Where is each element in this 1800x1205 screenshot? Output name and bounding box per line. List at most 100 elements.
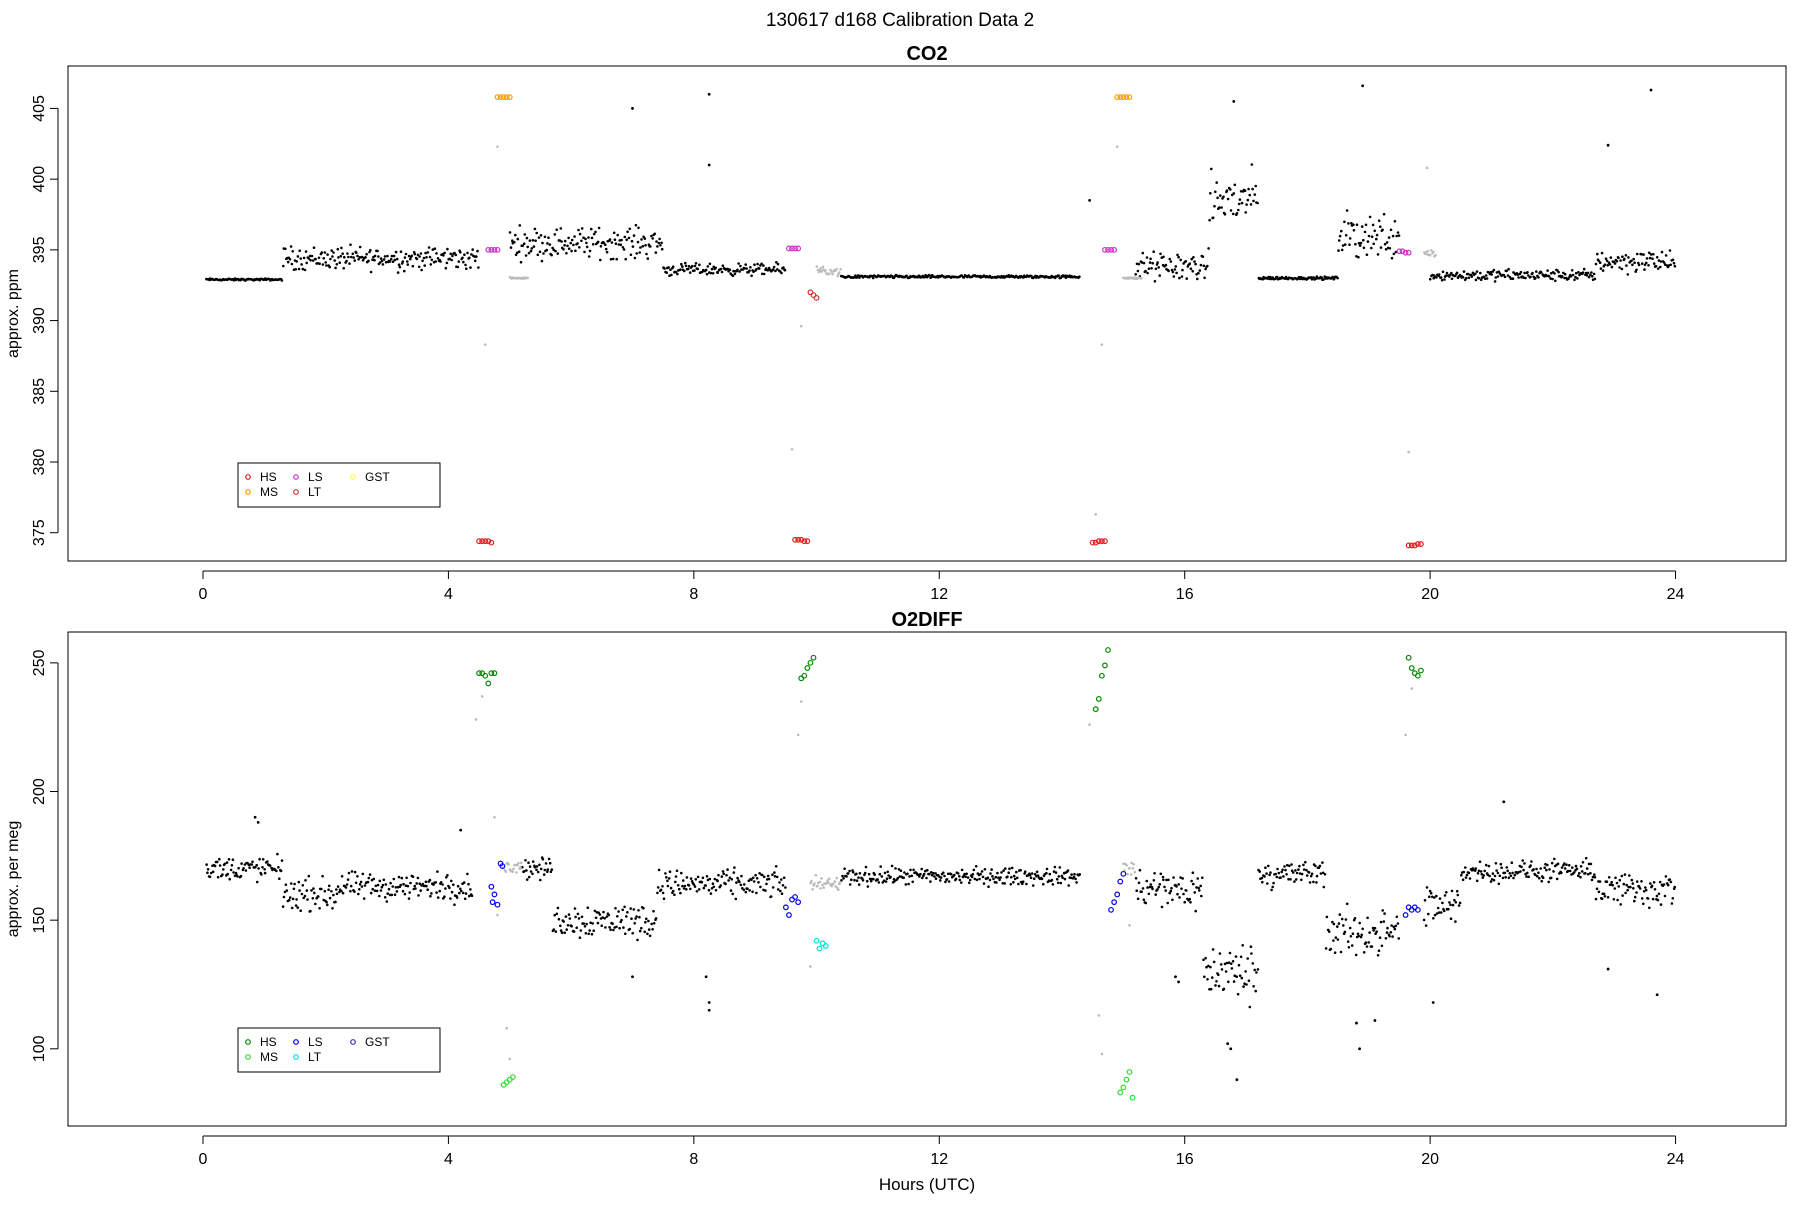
- data-point: [1021, 880, 1025, 883]
- data-point: [1009, 882, 1013, 886]
- data-point: [351, 252, 355, 256]
- data-point: [1534, 873, 1537, 877]
- data-point: [965, 872, 968, 876]
- data-point: [332, 251, 335, 254]
- legend-label: GST: [365, 470, 390, 484]
- data-point: [587, 255, 591, 258]
- data-point: [321, 874, 324, 878]
- data-point: [257, 867, 260, 870]
- data-point: [620, 918, 623, 922]
- data-point: [625, 238, 628, 241]
- data-point: [1360, 933, 1363, 937]
- data-point: [1362, 246, 1366, 250]
- data-point: [1462, 870, 1466, 874]
- data-point: [1251, 962, 1255, 965]
- data-point: [954, 877, 958, 881]
- data-point: [435, 891, 438, 894]
- data-point: [1367, 234, 1371, 238]
- calibration-point: [798, 536, 805, 543]
- data-point: [1521, 859, 1524, 862]
- calibration-point: [810, 654, 817, 661]
- data-point: [518, 224, 522, 227]
- data-point: [694, 878, 698, 881]
- data-point: [1436, 906, 1440, 910]
- data-point: [648, 934, 652, 938]
- data-point: [1652, 252, 1655, 256]
- data-point: [1229, 962, 1233, 965]
- data-point: [1168, 257, 1171, 261]
- cluster-ms: [1117, 1069, 1136, 1101]
- data-point: [1315, 874, 1319, 878]
- data-point: [311, 259, 315, 262]
- data-point: [367, 876, 371, 880]
- data-point: [1462, 270, 1466, 273]
- data-point: [529, 870, 533, 873]
- data-point: [419, 889, 423, 892]
- data-point: [556, 906, 560, 910]
- data-point: [263, 871, 267, 875]
- outlier-point: [1100, 343, 1104, 346]
- data-point: [1059, 881, 1063, 885]
- data-point: [1141, 887, 1145, 890]
- data-point: [1502, 273, 1506, 277]
- data-point: [277, 866, 280, 869]
- data-point: [1478, 860, 1482, 863]
- data-point: [325, 900, 328, 904]
- data-point: [597, 226, 601, 230]
- data-point: [1180, 275, 1184, 278]
- data-point: [1585, 867, 1589, 870]
- data-point: [638, 929, 642, 933]
- data-point: [475, 255, 478, 258]
- data-point: [1158, 883, 1162, 886]
- calibration-point: [792, 245, 798, 252]
- data-point: [504, 870, 508, 874]
- data-point: [1232, 192, 1236, 195]
- data-point: [1302, 863, 1305, 867]
- outlier-point: [474, 718, 478, 721]
- data-point: [1640, 262, 1644, 265]
- data-point: [960, 868, 964, 872]
- calibration-point: [813, 937, 820, 944]
- cluster-ls: [1102, 246, 1118, 253]
- data-point: [774, 865, 778, 868]
- data-point: [704, 884, 707, 887]
- data-point: [1217, 973, 1220, 977]
- data-point: [1590, 878, 1594, 882]
- data-point: [314, 257, 317, 261]
- data-point: [401, 260, 405, 263]
- data-point: [405, 876, 408, 880]
- data-point: [1385, 241, 1389, 244]
- data-point: [814, 873, 818, 877]
- data-point: [1012, 881, 1015, 884]
- data-point: [559, 227, 563, 230]
- data-point: [339, 254, 343, 258]
- data-point: [1320, 276, 1324, 280]
- data-point: [708, 262, 712, 266]
- data-point: [283, 890, 287, 894]
- x-tick-label: 0: [199, 1151, 208, 1168]
- data-point: [1435, 912, 1439, 915]
- data-point: [1525, 875, 1528, 878]
- data-point: [218, 857, 221, 861]
- data-point: [1396, 231, 1400, 234]
- data-point: [1067, 884, 1070, 887]
- data-point: [234, 871, 238, 875]
- data-point: [593, 909, 597, 913]
- data-point: [676, 884, 680, 887]
- data-point: [1454, 901, 1458, 904]
- data-point: [1498, 874, 1502, 878]
- data-point: [430, 258, 434, 262]
- data-point: [1126, 872, 1129, 876]
- data-point: [542, 252, 545, 255]
- y-tick-label: 250: [31, 649, 48, 676]
- data-point: [1216, 196, 1219, 200]
- outlier-point: [1100, 1052, 1104, 1056]
- data-point: [426, 251, 430, 254]
- data-point: [383, 896, 387, 899]
- data-point: [466, 251, 469, 255]
- data-point: [1040, 877, 1044, 881]
- data-point: [301, 884, 305, 887]
- calibration-point: [1411, 542, 1418, 549]
- data-point: [1516, 273, 1520, 276]
- data-point: [1428, 253, 1432, 257]
